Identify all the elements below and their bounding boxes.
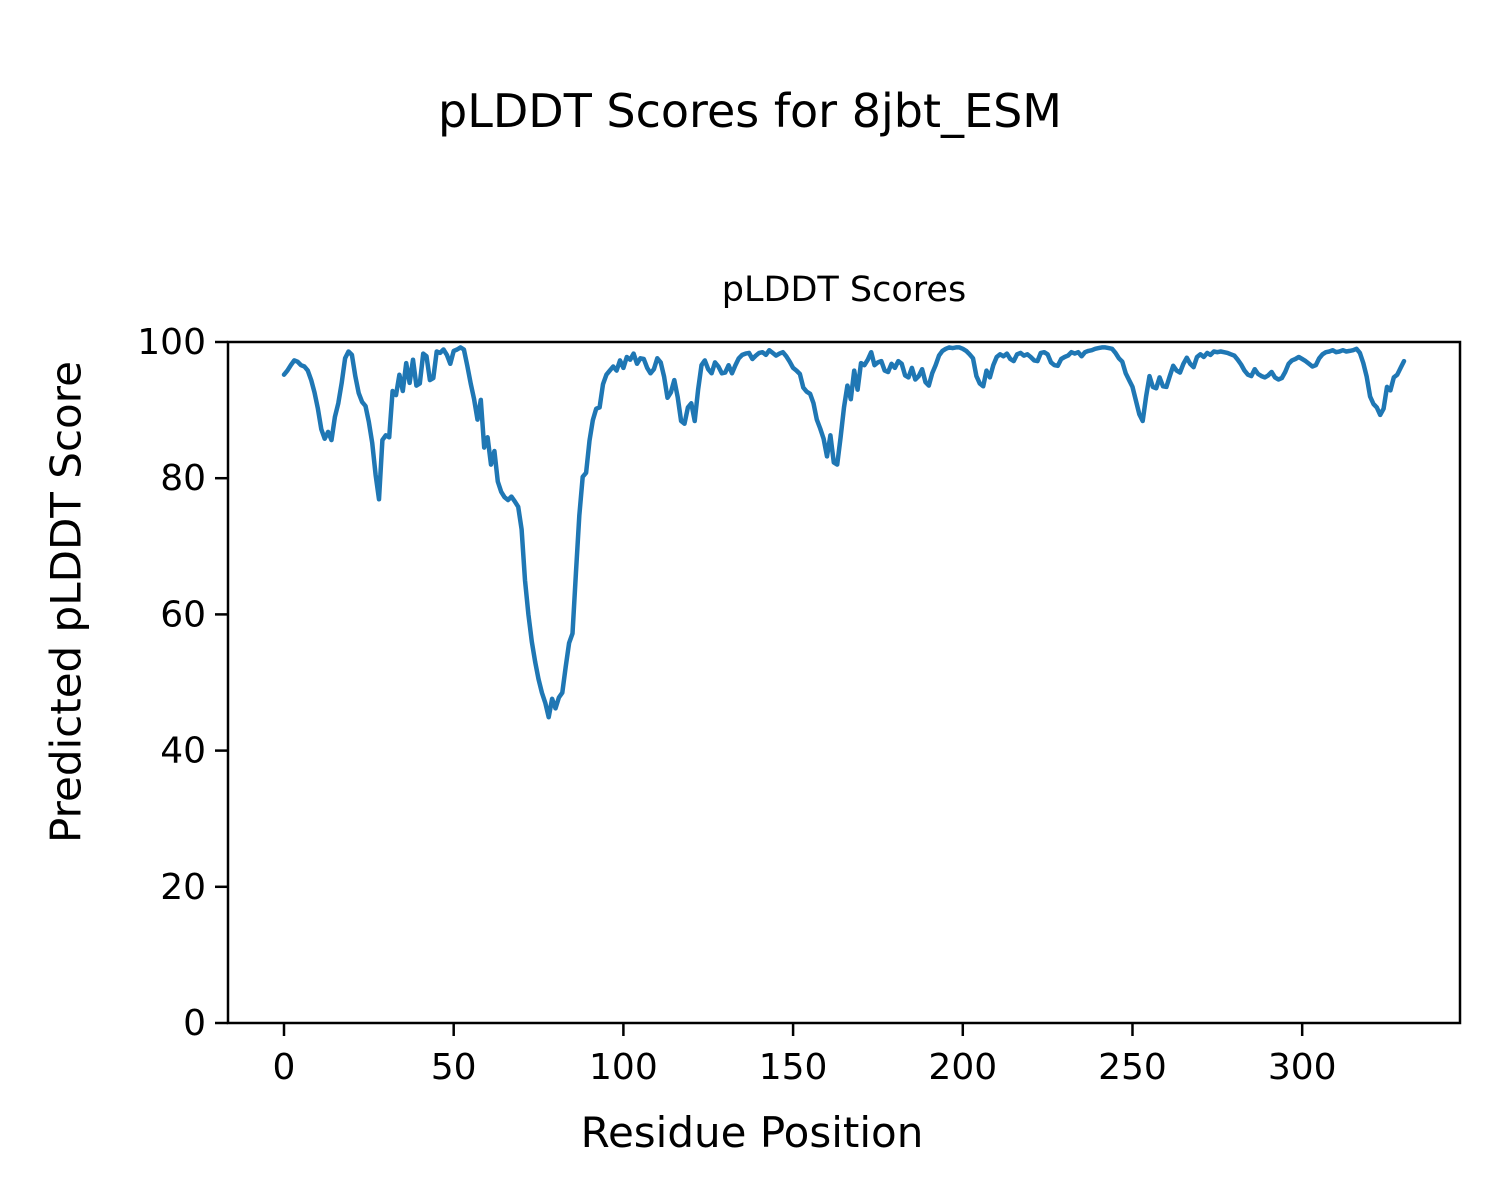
x-axis-label: Residue Position bbox=[580, 1108, 924, 1157]
y-tick-label: 80 bbox=[160, 458, 206, 499]
x-tick-label: 250 bbox=[1098, 1047, 1167, 1088]
y-tick-label: 60 bbox=[160, 594, 206, 635]
x-tick-label: 50 bbox=[431, 1047, 477, 1088]
y-tick-label: 100 bbox=[137, 322, 206, 363]
axes-title: pLDDT Scores bbox=[721, 270, 967, 310]
x-tick-label: 150 bbox=[759, 1047, 828, 1088]
x-tick-label: 100 bbox=[589, 1047, 658, 1088]
figure-title: pLDDT Scores for 8jbt_ESM bbox=[438, 84, 1062, 138]
y-axis-label: Predicted pLDDT Score bbox=[41, 361, 91, 843]
y-tick-label: 40 bbox=[160, 731, 206, 772]
x-tick-label: 200 bbox=[928, 1047, 997, 1088]
x-tick-label: 0 bbox=[273, 1047, 296, 1088]
axes-spines bbox=[226, 340, 1462, 1025]
y-tick-label: 0 bbox=[183, 1003, 206, 1044]
plddt-line-series bbox=[281, 345, 1407, 720]
y-tick-label: 20 bbox=[160, 867, 206, 908]
x-tick-label: 300 bbox=[1268, 1047, 1337, 1088]
